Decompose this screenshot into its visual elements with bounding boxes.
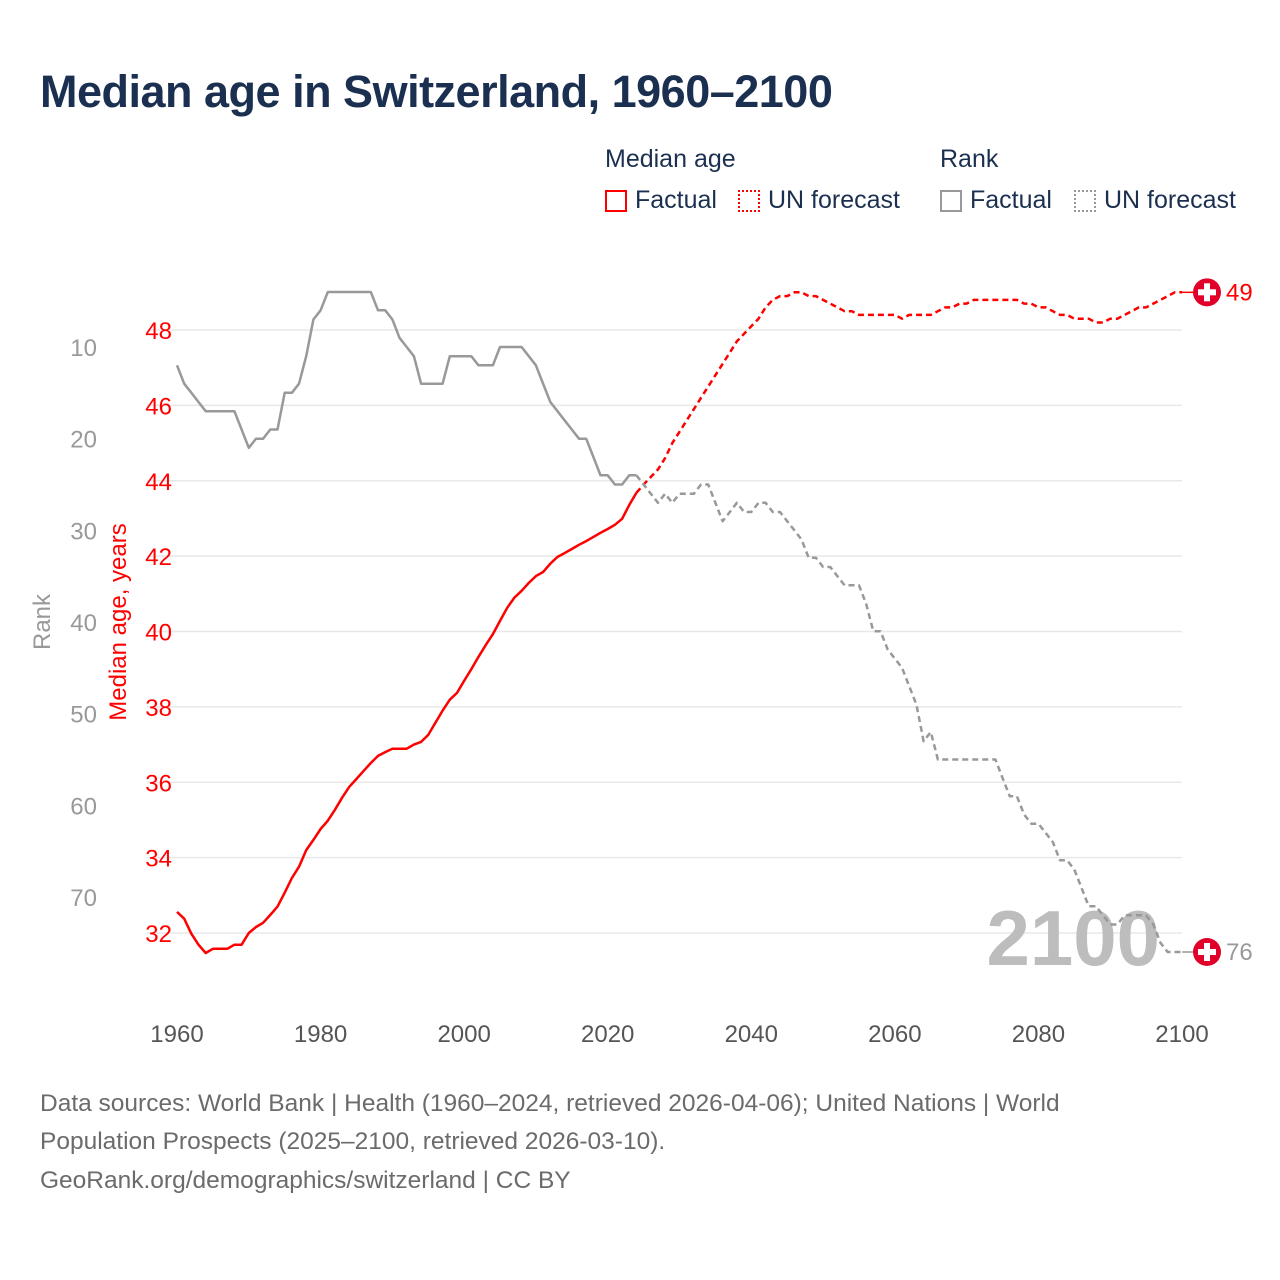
legend-swatch-icon [605, 189, 627, 212]
median-tick-label: 42 [145, 544, 172, 571]
rank-end-label: 76 [1226, 939, 1253, 966]
median-tick-label: 34 [145, 846, 172, 873]
legend-rank-factual[interactable]: Factual [940, 186, 1052, 215]
x-tick-label: 2040 [725, 1021, 778, 1048]
x-tick-label: 2000 [437, 1021, 490, 1048]
rank-tick-label: 10 [70, 335, 97, 362]
legend-label: Factual [970, 186, 1052, 214]
rank-tick-label: 20 [70, 427, 97, 454]
rank-tick-label: 60 [70, 793, 97, 820]
legend-heading-median: Median age [605, 145, 736, 173]
median-end-label: 49 [1226, 279, 1253, 306]
x-tick-label: 2080 [1012, 1021, 1065, 1048]
legend-swatch-icon [1074, 189, 1096, 212]
rank-forecast-line [635, 474, 1182, 954]
legend-label: Factual [635, 186, 717, 214]
median-tick-label: 40 [145, 620, 172, 647]
median-tick-label: 38 [145, 695, 172, 722]
rank-axis-title: Rank [29, 593, 56, 650]
median-axis-title: Median age, years [105, 523, 132, 720]
chart-title: Median age in Switzerland, 1960–2100 [40, 66, 833, 117]
legend-swatch-icon [738, 189, 760, 212]
median-tick-label: 32 [145, 921, 172, 948]
current-year-label: 2100 [986, 894, 1160, 982]
median-tick-label: 36 [145, 770, 172, 797]
footer-sources-2: Population Prospects (2025–2100, retriev… [40, 1128, 666, 1155]
x-tick-label: 1980 [294, 1021, 347, 1048]
rank-tick-label: 40 [70, 610, 97, 637]
rank-tick-label: 30 [70, 518, 97, 545]
x-tick-label: 2060 [868, 1021, 921, 1048]
legend-median-forecast[interactable]: UN forecast [738, 186, 900, 215]
rank-tick-label: 50 [70, 702, 97, 729]
swiss-flag-icon [1198, 949, 1216, 955]
x-tick-label: 2020 [581, 1021, 634, 1048]
legend-label: UN forecast [768, 186, 900, 214]
rank-factual-line [175, 290, 637, 486]
swiss-flag-icon [1198, 289, 1216, 296]
median-tick-label: 44 [145, 469, 172, 496]
x-tick-label: 1960 [150, 1021, 203, 1048]
median-tick-label: 48 [145, 318, 172, 345]
legend-heading-rank: Rank [940, 145, 999, 173]
x-tick-label: 2100 [1155, 1021, 1208, 1048]
footer-attribution[interactable]: GeoRank.org/demographics/switzerland | C… [40, 1167, 571, 1194]
rank-tick-label: 70 [70, 885, 97, 912]
footer-sources-1: Data sources: World Bank | Health (1960–… [40, 1090, 1060, 1117]
legend-rank-forecast[interactable]: UN forecast [1074, 186, 1236, 215]
median-factual-line [176, 492, 638, 955]
legend-median-factual[interactable]: Factual [605, 186, 717, 215]
legend-swatch-icon [940, 189, 962, 212]
median-forecast-line [635, 291, 1182, 494]
median-tick-label: 46 [145, 393, 172, 420]
legend-label: UN forecast [1104, 186, 1236, 214]
